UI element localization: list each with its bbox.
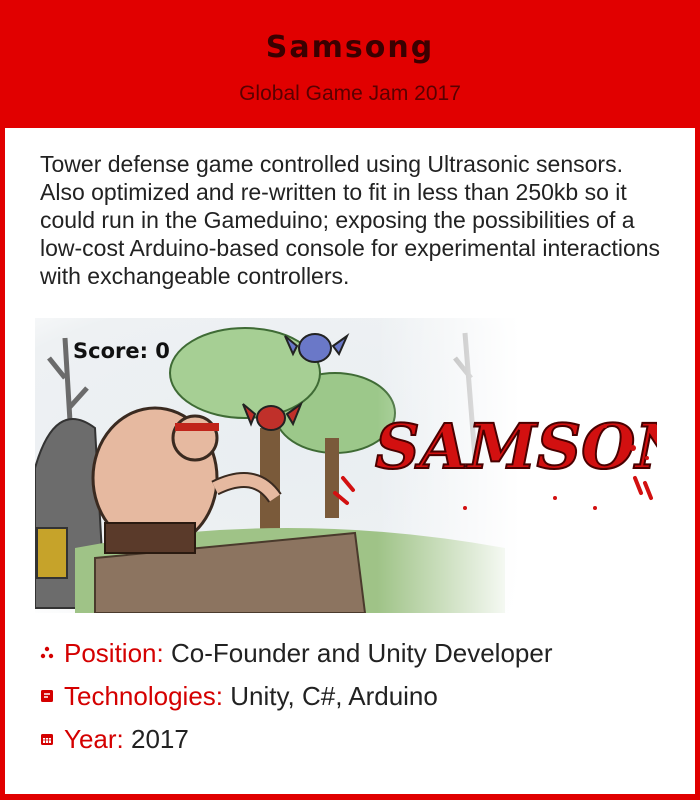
- code-icon: [41, 690, 53, 702]
- detail-position: Position: Co-Founder and Unity Developer: [40, 638, 680, 669]
- project-subtitle: Global Game Jam 2017: [239, 82, 461, 105]
- calendar-icon: [41, 734, 53, 745]
- project-title: Samsong: [265, 30, 435, 65]
- position-value: Co-Founder and Unity Developer: [170, 638, 553, 668]
- technologies-value: Unity, C#, Arduino: [230, 681, 438, 711]
- logo-splatter: [463, 424, 649, 510]
- year-label: Year:: [64, 724, 124, 754]
- detail-technologies: Technologies: Unity, C#, Arduino: [40, 681, 680, 712]
- project-card: Tower defense game controlled using Ultr…: [5, 128, 695, 794]
- game-art-svg: Score: 0 SAMSONG: [35, 318, 657, 613]
- game-logo: SAMSONG: [375, 410, 657, 483]
- logo-sound-waves: [333, 476, 653, 505]
- position-label: Position:: [64, 638, 164, 668]
- game-screenshot: Score: 0 SAMSONG: [35, 318, 657, 613]
- technologies-label: Technologies:: [64, 681, 223, 711]
- year-value: 2017: [131, 724, 189, 754]
- project-description: Tower defense game controlled using Ultr…: [40, 151, 661, 289]
- people-icon: [40, 646, 54, 659]
- score-label: Score: 0: [73, 339, 170, 363]
- detail-year: Year: 2017: [40, 724, 680, 755]
- project-header: Samsong Global Game Jam 2017: [0, 0, 700, 128]
